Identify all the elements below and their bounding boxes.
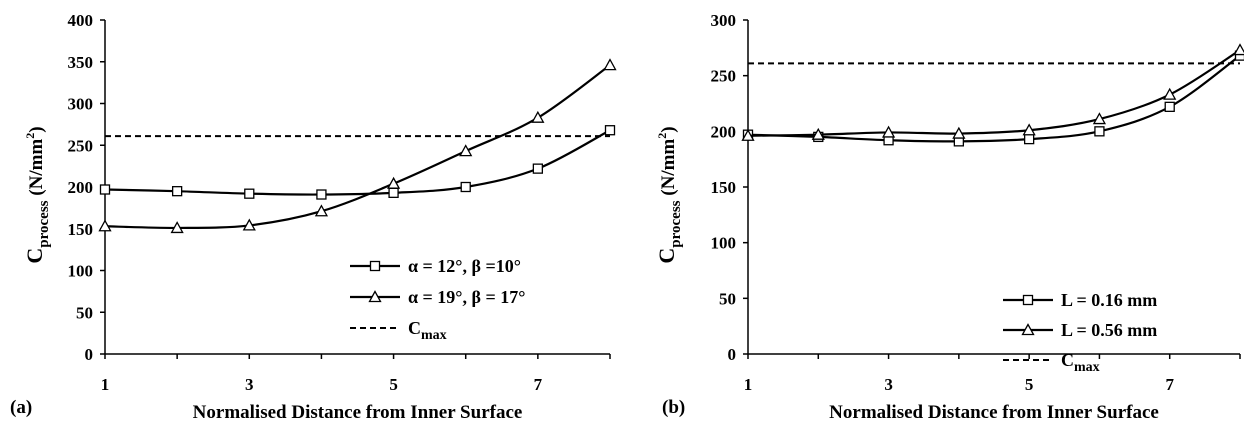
x-axis-title: Normalised Distance from Inner Surface bbox=[193, 402, 523, 423]
series-2-line bbox=[105, 65, 610, 228]
legend-label: Cmax bbox=[408, 318, 447, 343]
y-tick-label: 250 bbox=[68, 136, 94, 155]
y-tick-label: 250 bbox=[711, 67, 737, 86]
y-tick-label: 150 bbox=[68, 220, 94, 239]
x-tick-label: 1 bbox=[101, 375, 110, 394]
series-1-point bbox=[461, 183, 470, 192]
y-tick-label: 50 bbox=[719, 289, 736, 308]
y-tick-label: 400 bbox=[68, 11, 94, 30]
chart-panel-b: 0 50 100 150 200 250 300 1 3 5 7 Normalised Distanc… bbox=[654, 11, 1244, 423]
y-tick-label: 50 bbox=[76, 303, 93, 322]
legend-label: α = 12°, β =10° bbox=[408, 256, 521, 276]
chart-panel-a: 0 50 100 150 200 250 300 350 400 1 3 5 7 Normalised D… bbox=[10, 11, 616, 423]
x-tick-label: 1 bbox=[744, 375, 753, 394]
x-tick-label: 3 bbox=[245, 375, 254, 394]
y-tick-label: 100 bbox=[711, 234, 737, 253]
series-1-point bbox=[245, 189, 254, 198]
legend: α = 12°, β =10° α = 19°, β = 17° Cmax bbox=[350, 256, 525, 343]
y-tick-label: 300 bbox=[711, 11, 737, 30]
series-1-line bbox=[105, 130, 610, 194]
series-1-point bbox=[1095, 127, 1104, 136]
series-1-point bbox=[173, 187, 182, 196]
series-1-point bbox=[1025, 135, 1034, 144]
series-1-point bbox=[1165, 102, 1174, 111]
y-axis-title: Cprocess (N/mm2) bbox=[22, 126, 52, 263]
legend-label: L = 0.56 mm bbox=[1061, 320, 1157, 340]
x-tick-label: 7 bbox=[534, 375, 543, 394]
series-2-point bbox=[605, 60, 616, 70]
legend-marker bbox=[1024, 296, 1033, 305]
x-tick-label: 7 bbox=[1165, 375, 1174, 394]
y-tick-label: 150 bbox=[711, 178, 737, 197]
y-tick-label: 350 bbox=[68, 53, 94, 72]
series-2-point bbox=[1235, 45, 1244, 55]
legend-label: α = 19°, β = 17° bbox=[408, 287, 525, 307]
y-tick-label: 0 bbox=[728, 345, 737, 364]
series-2-point bbox=[1164, 89, 1175, 99]
y-tick-label: 0 bbox=[85, 345, 94, 364]
y-tick-label: 200 bbox=[68, 178, 94, 197]
x-tick-label: 5 bbox=[389, 375, 398, 394]
y-tick-label: 300 bbox=[68, 95, 94, 114]
series-2 bbox=[100, 60, 616, 233]
series-1-point bbox=[317, 190, 326, 199]
series-1-point bbox=[389, 188, 398, 197]
x-tick-label: 3 bbox=[884, 375, 893, 394]
x-tick-label: 5 bbox=[1025, 375, 1034, 394]
legend-label: L = 0.16 mm bbox=[1061, 290, 1157, 310]
legend-marker bbox=[371, 262, 380, 271]
y-axis-title: Cprocess (N/mm2) bbox=[654, 126, 684, 263]
panel-label: (a) bbox=[10, 397, 32, 418]
y-tick-label: 100 bbox=[68, 262, 94, 281]
series-2 bbox=[743, 45, 1244, 141]
series-1-point bbox=[533, 164, 542, 173]
series-2-point bbox=[532, 112, 543, 122]
x-axis-title: Normalised Distance from Inner Surface bbox=[829, 402, 1159, 423]
series-2-point bbox=[460, 146, 471, 156]
y-tick-label: 200 bbox=[711, 122, 737, 141]
series-1-point bbox=[101, 185, 110, 194]
panel-label: (b) bbox=[662, 397, 685, 418]
series-1-point bbox=[606, 126, 615, 135]
